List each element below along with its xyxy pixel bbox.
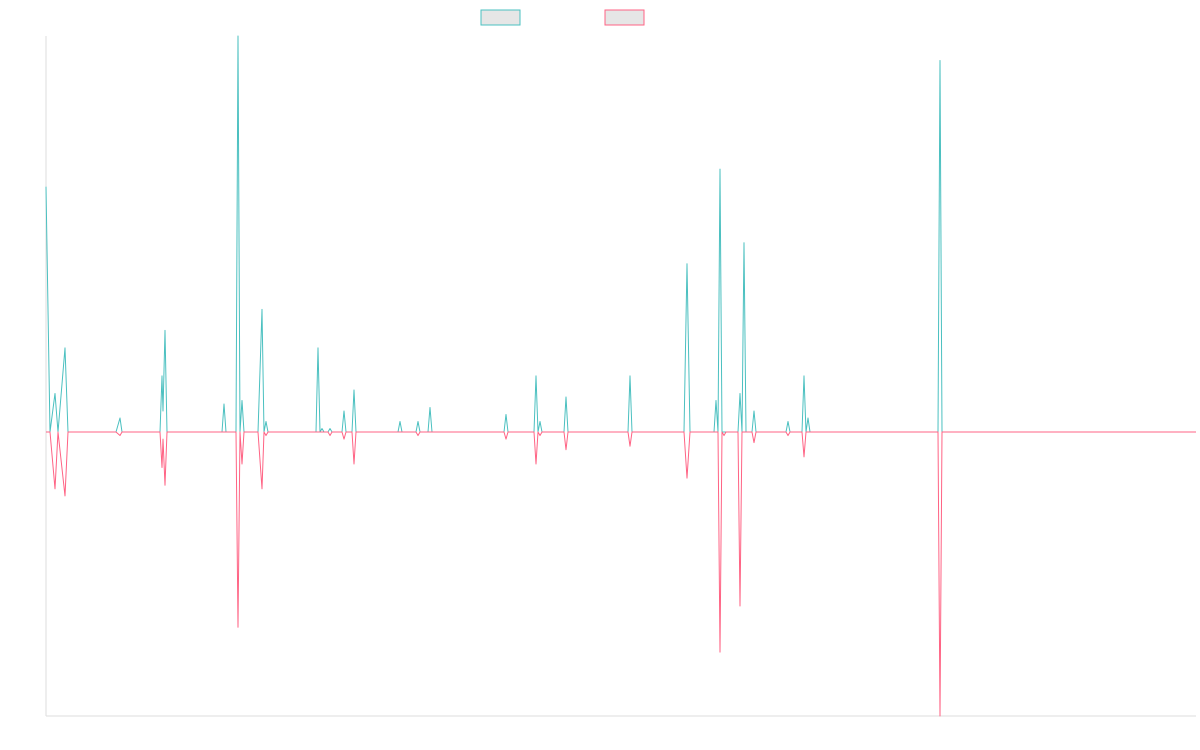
series-layer	[45, 35, 1196, 717]
legend-swatch-1[interactable]	[480, 9, 521, 26]
series-line-2	[46, 431, 1196, 717]
series-line-1	[45, 35, 1196, 433]
legend-swatch-2[interactable]	[604, 9, 645, 26]
legend[interactable]	[480, 9, 645, 26]
